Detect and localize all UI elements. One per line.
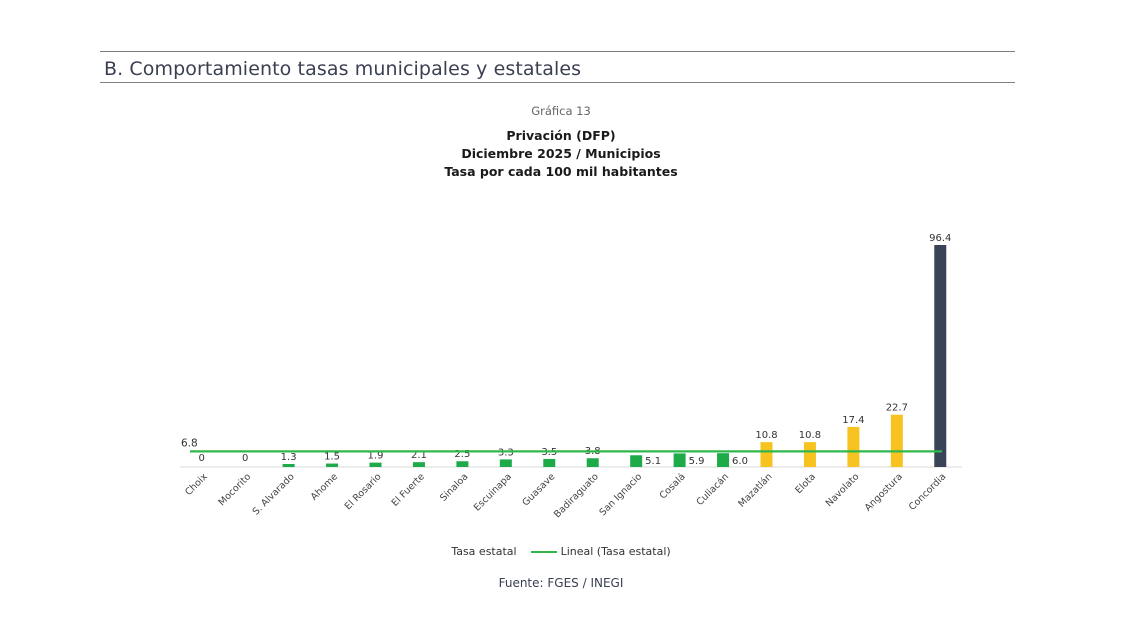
chart-legend: Tasa estatal Lineal (Tasa estatal) (0, 545, 1122, 558)
bar-value-label: 22.7 (886, 403, 908, 414)
bar-value-label: 6.0 (732, 456, 748, 467)
bar-chart: 0 Choix 0 Mocorito 1.3 S. Alvarado 1.5 Ahome 1.9… (180, 233, 962, 520)
category-label: Mocorito (216, 471, 253, 508)
category-label: El Rosario (343, 471, 384, 512)
legend-line-label: Lineal (Tasa estatal) (560, 545, 671, 558)
bar-value-label: 5.1 (645, 456, 661, 467)
chart-bar (282, 464, 295, 467)
chart-bar (673, 453, 686, 467)
chart-title-line-2: Diciembre 2025 / Municipios (461, 146, 661, 161)
category-label: Escuinapa (472, 471, 514, 513)
category-label: Sinaloa (438, 471, 470, 503)
bar-value-label: 2.1 (411, 450, 427, 461)
category-label: S. Alvarado (251, 471, 297, 517)
category-label: Cosalá (658, 471, 688, 501)
category-label: Choix (183, 471, 210, 498)
category-label: Culiacán (695, 471, 732, 508)
bar-value-label: 10.8 (799, 430, 821, 441)
category-label: Elota (793, 471, 818, 496)
bar-value-label: 10.8 (755, 430, 777, 441)
legend-line-swatch (530, 551, 557, 553)
chart-bar (543, 458, 556, 467)
bar-value-label: 5.9 (689, 456, 705, 467)
chart-source: Fuente: FGES / INEGI (498, 576, 624, 590)
chart-bar (803, 442, 816, 467)
chart-bar (717, 453, 730, 467)
category-label: Mazatlán (736, 471, 774, 509)
header-rule-bottom (100, 82, 1015, 83)
chart-bar (890, 414, 903, 467)
category-label: Angostura (863, 471, 905, 513)
chart-bar (499, 459, 512, 467)
legend-line-entry: Lineal (Tasa estatal) (530, 545, 671, 558)
chart-bar (630, 455, 643, 467)
bar-value-label: 0 (242, 453, 248, 464)
bar-value-label: 1.3 (281, 452, 297, 463)
section-title: B. Comportamiento tasas municipales y es… (104, 58, 582, 80)
category-label: Guasave (520, 471, 557, 508)
category-label: Navolato (824, 471, 862, 509)
chart-bar (456, 461, 469, 467)
chart-bar (369, 462, 382, 467)
category-label: San Ignacio (597, 471, 644, 518)
bar-value-label: 0 (199, 453, 205, 464)
chart-bar (412, 462, 425, 467)
category-label: El Fuerte (390, 471, 428, 509)
category-label: Ahome (309, 471, 341, 503)
chart-bar (760, 442, 773, 467)
bar-value-label: 96.4 (929, 233, 951, 244)
category-label: Badiraguato (552, 471, 601, 520)
header-rule-top (100, 51, 1015, 52)
bar-value-label: 1.9 (368, 451, 384, 462)
bar-value-label: 3.3 (498, 447, 514, 458)
legend-series-label: Tasa estatal (451, 545, 517, 558)
bar-value-label: 2.5 (454, 449, 470, 460)
category-label: Concordia (907, 471, 949, 513)
chart-title-block: Privación (DFP) Diciembre 2025 / Municip… (0, 127, 1122, 181)
chart-bar (847, 426, 860, 467)
chart-caption: Gráfica 13 (531, 104, 591, 118)
reference-line-label: 6.8 (181, 437, 198, 449)
chart-title-line-1: Privación (DFP) (506, 128, 616, 143)
chart-bar (326, 463, 339, 467)
chart-bar (934, 245, 947, 467)
chart-bar (586, 458, 599, 467)
bar-value-label: 1.5 (324, 452, 340, 463)
bar-value-label: 17.4 (842, 415, 864, 426)
chart-title-line-3: Tasa por cada 100 mil habitantes (444, 164, 678, 179)
